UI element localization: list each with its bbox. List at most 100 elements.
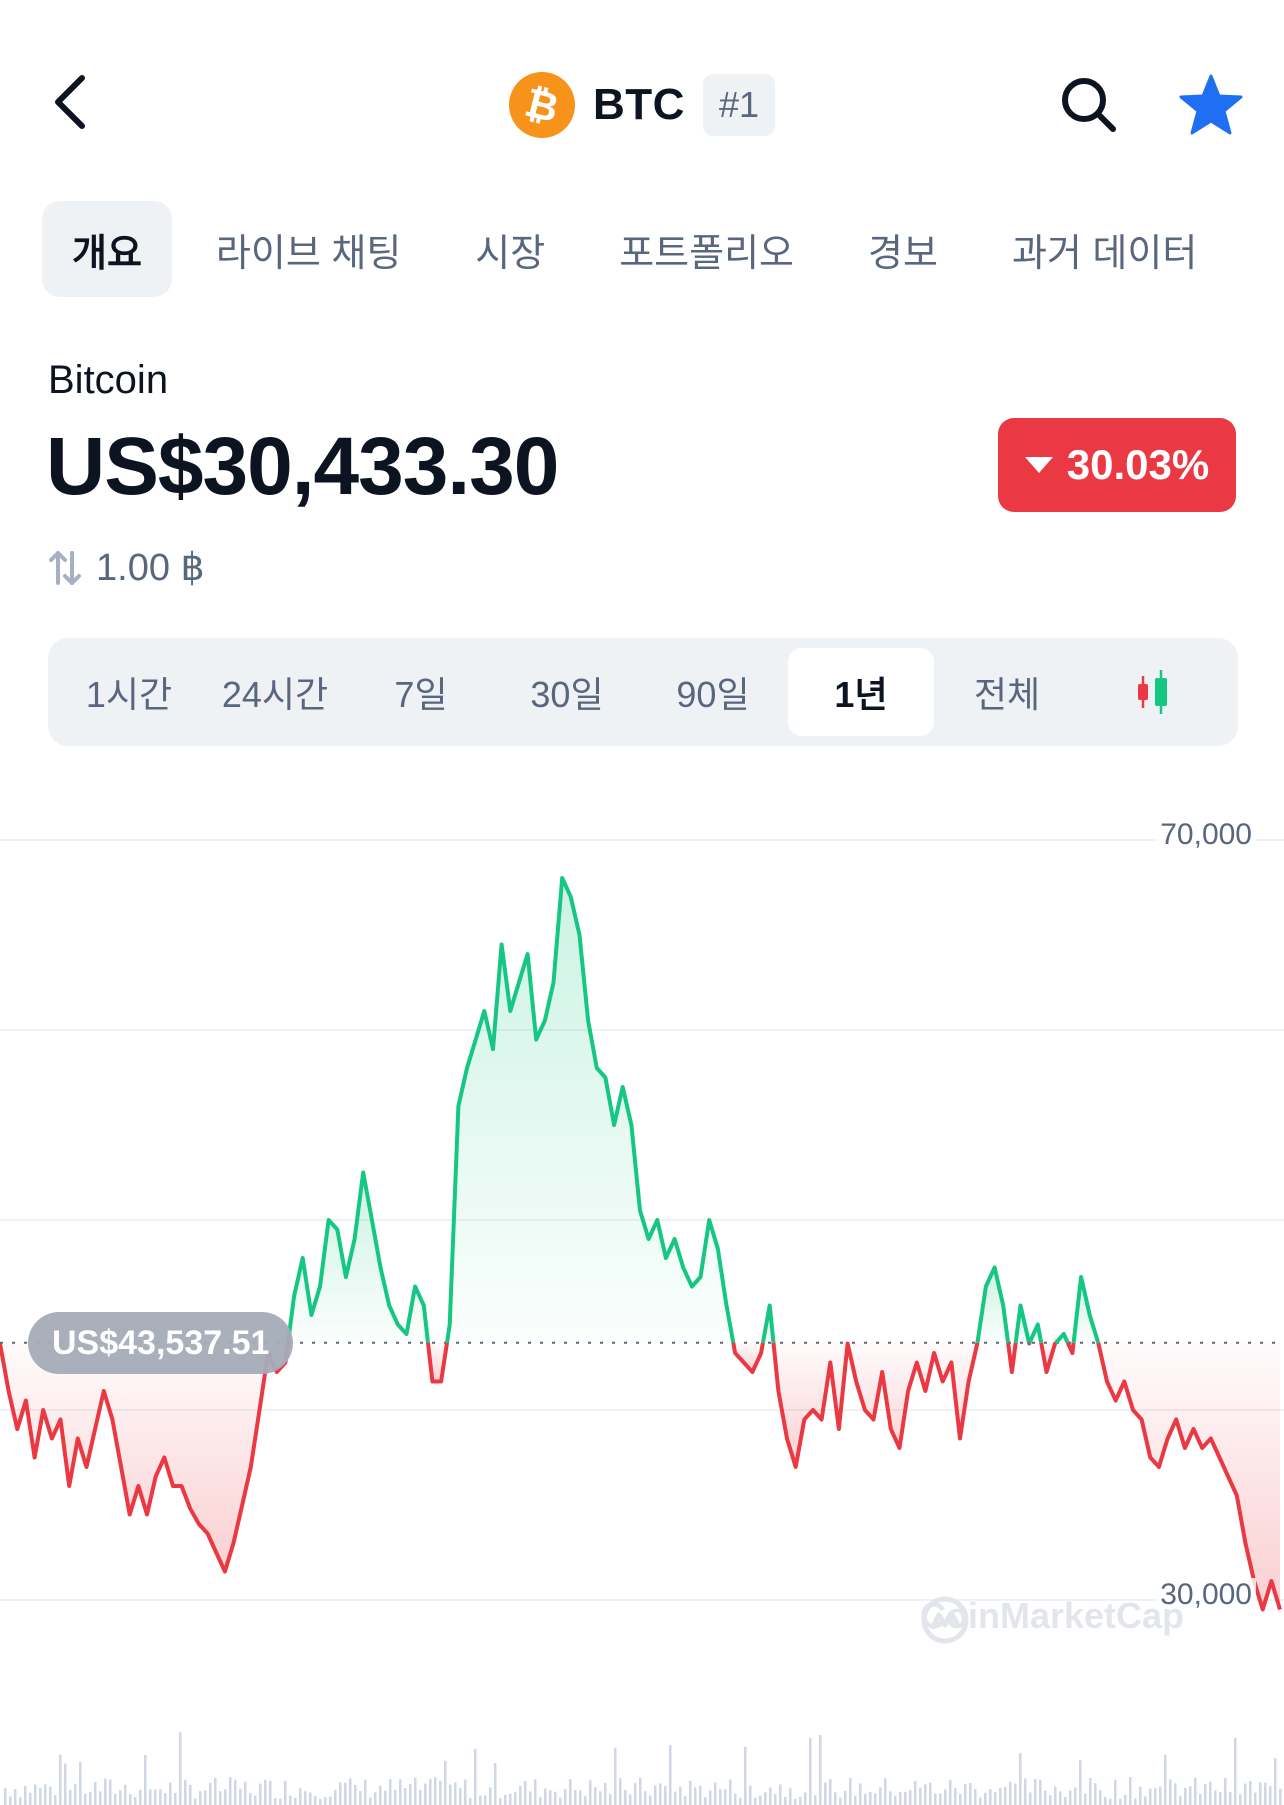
volume-bar xyxy=(94,1781,97,1805)
bitcoin-logo-icon: ₿ xyxy=(509,72,575,138)
down-price-line-8 xyxy=(1006,1342,1018,1374)
volume-bar xyxy=(1199,1793,1202,1805)
down-price-line-4 xyxy=(731,1342,765,1374)
tab-alerts[interactable]: 경보 xyxy=(868,232,938,275)
volume-bar xyxy=(1129,1777,1132,1805)
volume-bar xyxy=(1114,1779,1117,1805)
volume-bar xyxy=(1004,1786,1007,1805)
volume-bar xyxy=(884,1778,887,1805)
volume-bar xyxy=(1244,1783,1247,1805)
volume-bar xyxy=(514,1792,517,1805)
volume-bar xyxy=(714,1782,717,1805)
up-price-line-3 xyxy=(445,876,736,1344)
volume-bar xyxy=(654,1785,657,1805)
range-7d[interactable]: 7일 xyxy=(394,674,448,715)
volume-bar xyxy=(1259,1782,1262,1805)
volume-bar xyxy=(349,1778,352,1805)
volume-bar xyxy=(614,1748,617,1805)
volume-bar xyxy=(1029,1792,1032,1805)
volume-bar xyxy=(559,1797,562,1805)
range-1h[interactable]: 1시간 xyxy=(85,674,173,715)
volume-bar xyxy=(189,1784,192,1805)
section-tabs: 개요 라이브 채팅 시장 포트폴리오 경보 과거 데이터 xyxy=(42,200,1241,298)
volume-bar xyxy=(1164,1754,1167,1805)
tab-overview[interactable]: 개요 xyxy=(42,201,172,297)
volume-bar xyxy=(664,1786,667,1805)
volume-bar xyxy=(1149,1788,1152,1805)
volume-bar xyxy=(1019,1753,1022,1805)
range-90d[interactable]: 90일 xyxy=(676,674,750,715)
down-price-line-14 xyxy=(1065,1341,1076,1355)
svg-text:₿: ₿ xyxy=(522,81,562,129)
volume-bar xyxy=(1084,1793,1087,1805)
volume-bar xyxy=(919,1787,922,1805)
candlestick-toggle[interactable] xyxy=(1080,648,1226,736)
volume-bar xyxy=(794,1798,797,1805)
tab-markets[interactable]: 시장 xyxy=(475,232,546,275)
volume-bar xyxy=(1229,1792,1232,1805)
volume-bar xyxy=(354,1784,357,1805)
volume-bar xyxy=(239,1788,242,1805)
volume-bar xyxy=(1169,1779,1172,1805)
volume-bar xyxy=(129,1794,132,1805)
conversion-value: 1.00 ฿ xyxy=(96,547,205,589)
volume-bar xyxy=(14,1789,17,1805)
volume-bar xyxy=(1269,1785,1272,1805)
volume-bar xyxy=(819,1735,822,1805)
volume-bar xyxy=(194,1798,197,1805)
volume-bar xyxy=(109,1779,112,1805)
tab-portfolio[interactable]: 포트폴리오 xyxy=(619,232,795,275)
price-chart[interactable]: 70,000 30,000 US$43,537.51 CoinMarketCap xyxy=(0,790,1284,1805)
volume-bar xyxy=(434,1777,437,1805)
rank-badge: #1 xyxy=(702,74,775,136)
range-all[interactable]: 전체 xyxy=(973,674,1041,715)
volume-bar xyxy=(494,1763,497,1805)
volume-bar xyxy=(1049,1795,1052,1805)
volume-bar xyxy=(244,1781,247,1805)
volume-bar xyxy=(304,1791,307,1805)
volume-bar xyxy=(564,1788,567,1805)
volume-bar xyxy=(319,1798,322,1805)
volume-bar xyxy=(944,1789,947,1805)
volume-bar xyxy=(374,1792,377,1805)
volume-bar xyxy=(539,1797,542,1805)
volume-bar xyxy=(724,1789,727,1805)
back-button[interactable] xyxy=(40,72,100,132)
range-30d[interactable]: 30일 xyxy=(530,674,604,715)
volume-bar xyxy=(34,1784,37,1805)
watchlist-star-button[interactable] xyxy=(1176,70,1246,140)
up-area-3 xyxy=(447,878,734,1343)
range-24h[interactable]: 24시간 xyxy=(221,674,329,715)
conversion-row[interactable]: 1.00 ฿ xyxy=(48,545,205,590)
volume-bar xyxy=(874,1793,877,1805)
volume-bar xyxy=(39,1788,42,1805)
price-change-value: 30.03% xyxy=(1066,441,1210,488)
volume-bar xyxy=(924,1784,927,1805)
volume-bar xyxy=(384,1790,387,1805)
volume-bar xyxy=(294,1797,297,1805)
volume-bar xyxy=(1034,1779,1037,1805)
tab-live-chat[interactable]: 라이브 채팅 xyxy=(215,232,402,275)
volume-bar xyxy=(789,1788,792,1805)
volume-bar xyxy=(499,1798,502,1805)
volume-bar xyxy=(229,1777,232,1805)
volume-bar xyxy=(1274,1758,1277,1805)
volume-bar xyxy=(474,1748,477,1805)
volume-bar xyxy=(1079,1760,1082,1805)
volume-bar xyxy=(704,1797,707,1805)
volume-bar xyxy=(89,1791,92,1805)
volume-bar xyxy=(119,1790,122,1805)
volume-bar xyxy=(179,1732,182,1805)
tab-historical-data[interactable]: 과거 데이터 xyxy=(1011,232,1198,275)
volume-bar xyxy=(1239,1794,1242,1805)
volume-bar xyxy=(449,1784,452,1805)
volume-bar xyxy=(4,1788,7,1805)
volume-bar xyxy=(609,1793,612,1805)
volume-bar xyxy=(399,1779,402,1805)
search-button[interactable] xyxy=(1056,72,1122,138)
range-1y[interactable]: 1년 xyxy=(788,648,934,736)
volume-bar xyxy=(404,1788,407,1805)
volume-bar xyxy=(174,1793,177,1805)
volume-bar xyxy=(1214,1790,1217,1805)
volume-bar xyxy=(1279,1788,1282,1805)
